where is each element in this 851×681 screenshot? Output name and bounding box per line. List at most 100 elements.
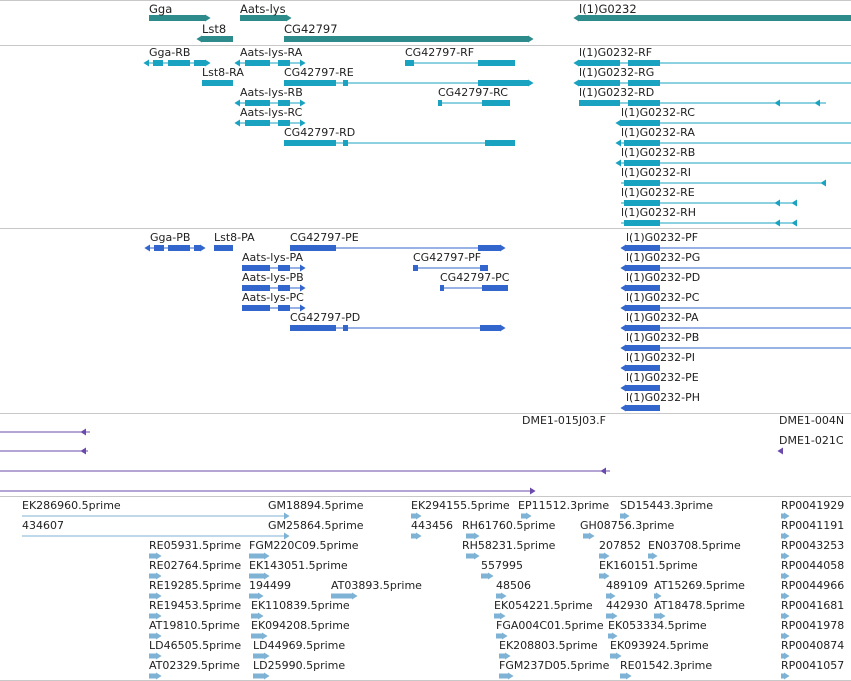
- strand-arrow[interactable]: [600, 467, 606, 475]
- est-label[interactable]: EK294155.5prime: [411, 499, 510, 512]
- est-label[interactable]: RP0041191: [781, 519, 845, 532]
- exon-block[interactable]: [168, 60, 190, 66]
- exon-block[interactable]: [149, 15, 205, 21]
- exon-block[interactable]: [781, 653, 784, 659]
- strand-arrow[interactable]: [620, 284, 626, 292]
- est-label[interactable]: RE01542.3prime: [620, 659, 713, 672]
- strand-arrow[interactable]: [300, 264, 306, 272]
- clone-label[interactable]: DME1-021C: [779, 434, 844, 447]
- exon-block[interactable]: [290, 245, 336, 251]
- exon-block[interactable]: [245, 100, 270, 106]
- est-label[interactable]: SD15443.3prime: [620, 499, 713, 512]
- est-label[interactable]: FGA004C01.5prime: [496, 619, 604, 632]
- est-label[interactable]: GM18894.5prime: [268, 499, 364, 512]
- exon-block[interactable]: [654, 613, 660, 619]
- est-label[interactable]: RP0041978: [781, 619, 845, 632]
- protein-label[interactable]: Aats-lys-PB: [242, 271, 304, 284]
- strand-arrow[interactable]: [156, 672, 162, 680]
- exon-block[interactable]: [499, 653, 505, 659]
- strand-arrow[interactable]: [774, 99, 780, 107]
- exon-block[interactable]: [153, 60, 163, 66]
- protein-label[interactable]: l(1)G0232-PC: [626, 291, 700, 304]
- strand-arrow[interactable]: [234, 99, 240, 107]
- est-label[interactable]: AT19810.5prime: [149, 619, 240, 632]
- exon-block[interactable]: [608, 633, 612, 639]
- exon-block[interactable]: [249, 593, 258, 599]
- protein-label[interactable]: l(1)G0232-PF: [626, 231, 699, 244]
- strand-arrow[interactable]: [784, 672, 790, 680]
- protein-label[interactable]: l(1)G0232-PG: [626, 251, 701, 264]
- est-label[interactable]: 489109: [606, 579, 648, 592]
- strand-arrow[interactable]: [505, 652, 511, 660]
- strand-arrow[interactable]: [528, 35, 534, 43]
- exon-block[interactable]: [624, 220, 660, 226]
- strand-arrow[interactable]: [615, 119, 621, 127]
- transcript-label[interactable]: l(1)G0232-RF: [579, 46, 653, 59]
- strand-arrow[interactable]: [80, 428, 86, 436]
- strand-arrow[interactable]: [205, 14, 211, 22]
- gene-label[interactable]: Lst8: [202, 22, 227, 36]
- strand-arrow[interactable]: [777, 447, 783, 455]
- strand-arrow[interactable]: [300, 284, 306, 292]
- strand-arrow[interactable]: [784, 512, 790, 520]
- strand-arrow[interactable]: [200, 244, 206, 252]
- exon-block[interactable]: [466, 553, 474, 559]
- strand-arrow[interactable]: [264, 552, 270, 560]
- exon-block[interactable]: [440, 285, 444, 291]
- strand-arrow[interactable]: [589, 532, 595, 540]
- exon-block[interactable]: [781, 613, 784, 619]
- est-label[interactable]: EK110839.5prime: [251, 599, 350, 612]
- strand-arrow[interactable]: [258, 592, 264, 600]
- est-label[interactable]: AT03893.5prime: [331, 579, 422, 592]
- protein-label[interactable]: l(1)G0232-PD: [626, 271, 701, 284]
- exon-block[interactable]: [438, 100, 442, 106]
- strand-arrow[interactable]: [500, 244, 506, 252]
- est-label[interactable]: FGM237D05.5prime: [499, 659, 610, 672]
- exon-block[interactable]: [149, 593, 156, 599]
- exon-block[interactable]: [626, 265, 660, 271]
- strand-arrow[interactable]: [620, 404, 626, 412]
- est-label[interactable]: 442930: [606, 599, 648, 612]
- exon-block[interactable]: [168, 245, 190, 251]
- est-label[interactable]: EN03708.5prime: [648, 539, 741, 552]
- transcript-label[interactable]: l(1)G0232-RE: [621, 186, 695, 199]
- strand-arrow[interactable]: [604, 552, 610, 560]
- exon-block[interactable]: [278, 120, 290, 126]
- strand-arrow[interactable]: [528, 79, 534, 87]
- transcript-label[interactable]: Aats-lys-RB: [240, 86, 303, 99]
- exon-block[interactable]: [620, 673, 626, 679]
- est-label[interactable]: EK093924.5prime: [610, 639, 709, 652]
- exon-block[interactable]: [485, 140, 515, 146]
- strand-arrow[interactable]: [814, 99, 820, 107]
- exon-block[interactable]: [626, 385, 660, 391]
- strand-arrow[interactable]: [620, 264, 626, 272]
- transcript-label[interactable]: l(1)G0232-RG: [579, 66, 655, 79]
- est-label[interactable]: EK208803.5prime: [499, 639, 598, 652]
- strand-arrow[interactable]: [488, 572, 494, 580]
- est-label[interactable]: RH58231.5prime: [462, 539, 556, 552]
- est-label[interactable]: RP0041681: [781, 599, 845, 612]
- strand-arrow[interactable]: [258, 612, 264, 620]
- exon-block[interactable]: [626, 325, 660, 331]
- strand-arrow[interactable]: [205, 59, 211, 67]
- exon-block[interactable]: [781, 673, 784, 679]
- exon-block[interactable]: [599, 553, 604, 559]
- strand-arrow[interactable]: [784, 592, 790, 600]
- protein-label[interactable]: l(1)G0232-PI: [626, 351, 696, 364]
- exon-block[interactable]: [626, 285, 660, 291]
- strand-arrow[interactable]: [791, 199, 797, 207]
- est-label[interactable]: AT15269.5prime: [654, 579, 745, 592]
- exon-block[interactable]: [781, 533, 784, 539]
- est-label[interactable]: EK054221.5prime: [494, 599, 593, 612]
- est-label[interactable]: RE02764.5prime: [149, 559, 242, 572]
- strand-arrow[interactable]: [784, 652, 790, 660]
- strand-arrow[interactable]: [502, 632, 508, 640]
- strand-arrow[interactable]: [774, 199, 780, 207]
- exon-block[interactable]: [781, 573, 784, 579]
- strand-arrow[interactable]: [143, 59, 149, 67]
- exon-block[interactable]: [411, 533, 416, 539]
- exon-block[interactable]: [154, 245, 164, 251]
- strand-arrow[interactable]: [791, 219, 797, 227]
- transcript-label[interactable]: l(1)G0232-RA: [621, 126, 695, 139]
- est-label[interactable]: RP0044966: [781, 579, 845, 592]
